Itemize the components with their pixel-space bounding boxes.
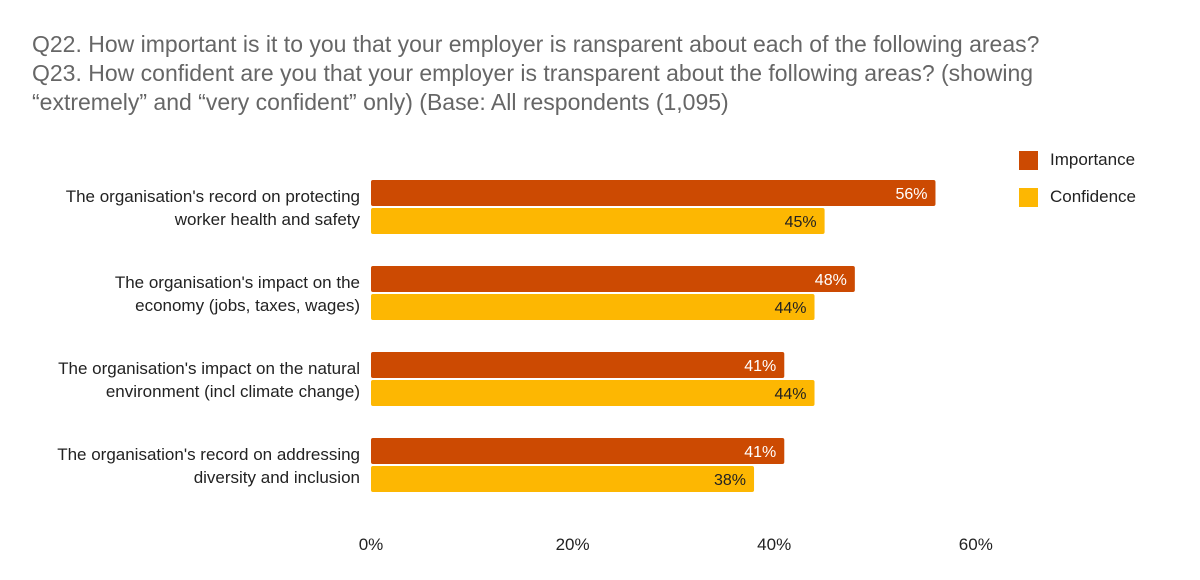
bar-confidence-0 <box>371 208 825 234</box>
category-label-2-line-0: The organisation's impact on the natural <box>58 359 360 378</box>
data-label-confidence-1: 44% <box>774 300 806 317</box>
chart-title-line-1: Q22. How important is it to you that you… <box>32 31 1040 57</box>
legend-swatch-confidence <box>1019 187 1038 207</box>
chart-title-line-3: “extremely” and “very confident” only) (… <box>32 89 729 115</box>
chart-title-line-2: Q23. How confident are you that your emp… <box>32 60 1034 86</box>
category-label-2-line-1: environment (incl climate change) <box>106 382 360 401</box>
data-label-importance-3: 41% <box>744 444 776 461</box>
legend-label-confidence: Confidence <box>1050 187 1137 206</box>
x-tick-label-2: 40% <box>757 535 791 554</box>
bar-importance-0 <box>371 180 936 206</box>
legend-item-importance: Importance <box>1019 148 1136 172</box>
bar-importance-1 <box>371 266 855 292</box>
data-label-importance-2: 41% <box>744 358 776 375</box>
legend-item-confidence: Confidence <box>1019 185 1136 209</box>
category-label-0-line-0: The organisation's record on protecting <box>66 187 360 206</box>
category-label-0-line-1: worker health and safety <box>174 210 361 229</box>
x-tick-label-3: 60% <box>959 535 993 554</box>
category-label-1-line-1: economy (jobs, taxes, wages) <box>135 296 360 315</box>
bar-importance-3 <box>371 438 785 464</box>
data-label-confidence-2: 44% <box>774 386 806 403</box>
bar-confidence-1 <box>371 294 815 320</box>
x-tick-label-0: 0% <box>359 535 384 554</box>
bar-importance-2 <box>371 352 785 378</box>
data-label-confidence-0: 45% <box>785 214 817 231</box>
legend: Importance Confidence <box>1019 148 1136 222</box>
category-label-3-line-1: diversity and inclusion <box>194 468 360 487</box>
category-label-3-line-0: The organisation's record on addressing <box>57 445 360 464</box>
chart-title: Q22. How important is it to you that you… <box>32 30 1172 117</box>
data-label-importance-0: 56% <box>895 186 927 203</box>
data-label-confidence-3: 38% <box>714 472 746 489</box>
data-label-importance-1: 48% <box>815 272 847 289</box>
category-label-1-line-0: The organisation's impact on the <box>115 273 360 292</box>
bar-confidence-2 <box>371 380 815 406</box>
bar-confidence-3 <box>371 466 755 492</box>
legend-label-importance: Importance <box>1050 150 1136 169</box>
x-tick-label-1: 20% <box>556 535 590 554</box>
legend-swatch-importance <box>1019 150 1038 170</box>
